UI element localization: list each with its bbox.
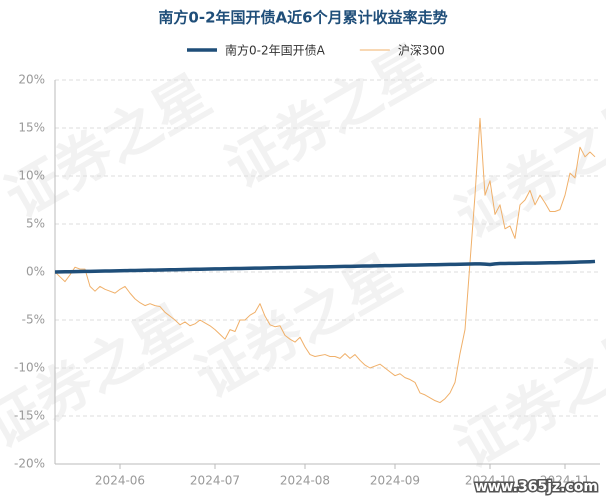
chart-title: 南方0-2年国开债A近6个月累计收益率走势 [158,9,447,27]
y-tick-label: -20% [14,457,45,471]
y-tick-label: -10% [14,361,45,375]
watermark: 证券之星 [445,313,606,481]
x-tick-label: 2024-11 [540,474,590,488]
legend-label: 南方0-2年国开债A [225,43,326,58]
y-tick-label: -5% [22,313,45,327]
y-tick-label: 10% [18,169,45,183]
x-tick-label: 2024-08 [280,474,330,488]
x-tick-label: 2024-09 [370,474,420,488]
y-tick-label: 15% [18,121,45,135]
y-tick-label: 20% [18,73,45,87]
x-tick-label: 2024-07 [190,474,240,488]
site-mark: www.365jz.com [475,479,598,495]
x-tick-label: 2024-10 [465,474,515,488]
y-tick-label: 5% [26,217,45,231]
x-tick-label: 2024-06 [95,474,145,488]
series-line [54,259,596,274]
watermark: 证券之星 [0,63,222,231]
y-tick-label: -15% [14,409,45,423]
series-line [54,117,596,404]
watermark: 证券之星 [445,83,606,251]
y-tick-label: 0% [26,265,45,279]
legend-label: 沪深300 [398,44,445,58]
